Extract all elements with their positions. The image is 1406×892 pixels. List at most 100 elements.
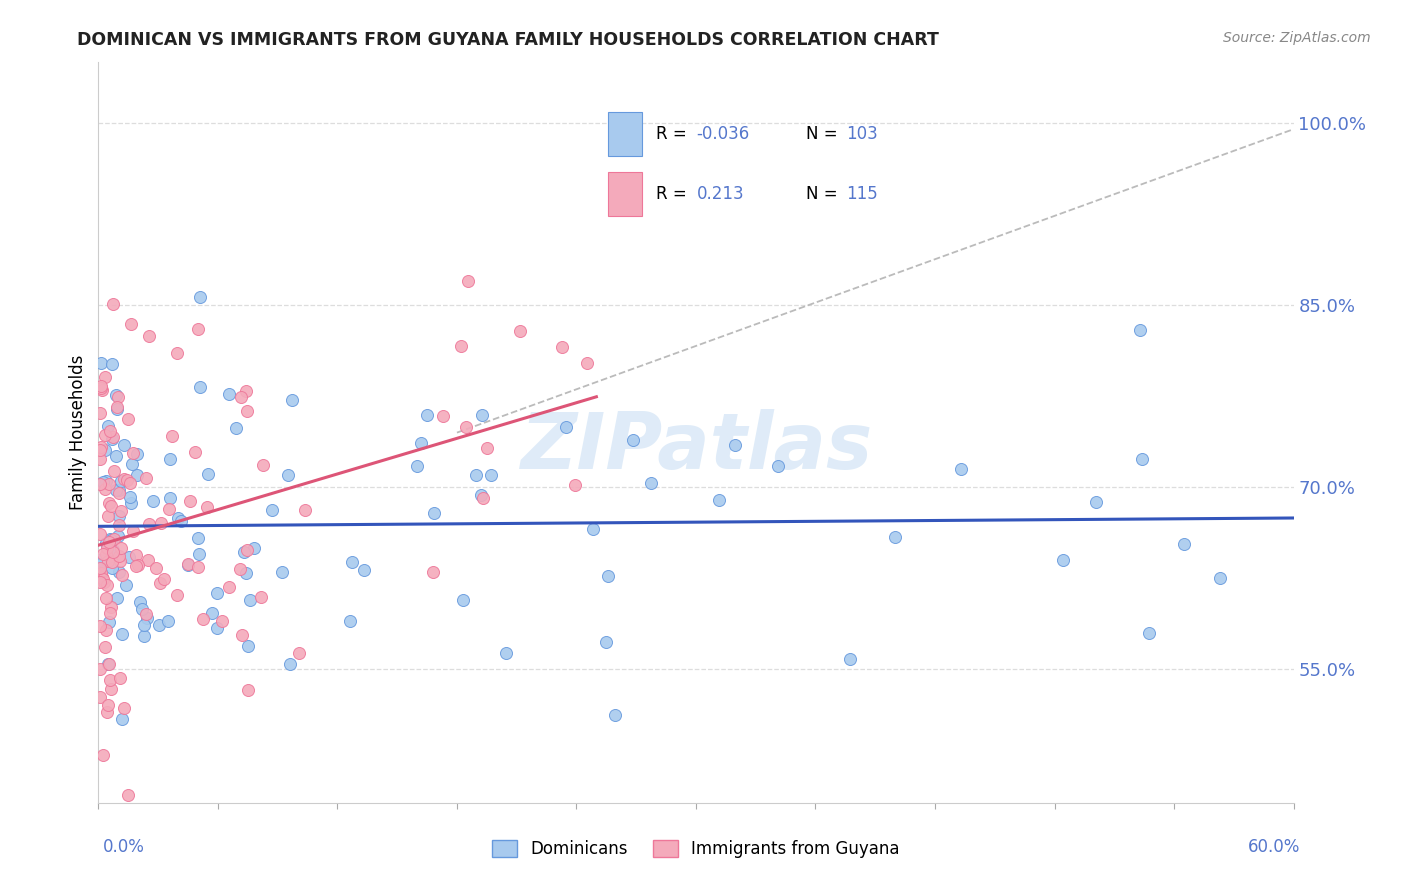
Point <box>138 329 160 343</box>
Point <box>766 458 789 473</box>
Point <box>1132 451 1154 466</box>
Point <box>101 561 124 575</box>
Point <box>142 494 165 508</box>
Point <box>105 483 128 497</box>
Point <box>183 445 205 459</box>
Text: ZIPatlas: ZIPatlas <box>520 409 872 485</box>
Point <box>231 628 253 642</box>
Point <box>1052 553 1074 567</box>
Point <box>90 379 112 393</box>
Point <box>105 591 128 606</box>
Point <box>456 419 478 434</box>
Point <box>105 400 128 414</box>
Point <box>353 562 375 576</box>
Point <box>603 707 626 722</box>
Point <box>621 434 644 448</box>
Point <box>101 555 124 569</box>
Point <box>260 503 283 517</box>
Y-axis label: Family Households: Family Households <box>69 355 87 510</box>
Point <box>596 569 619 583</box>
Point <box>101 545 124 559</box>
Point <box>197 467 219 481</box>
Point <box>111 568 134 582</box>
Point <box>97 509 120 524</box>
Point <box>103 430 125 444</box>
Point <box>108 483 131 497</box>
Point <box>91 572 114 586</box>
Point <box>96 591 118 605</box>
Point <box>470 488 492 502</box>
Text: 0.0%: 0.0% <box>103 838 145 855</box>
Point <box>108 509 131 524</box>
Point <box>640 475 662 490</box>
Point <box>97 698 120 712</box>
Point <box>145 560 167 574</box>
Point <box>477 441 499 455</box>
Point <box>105 388 128 402</box>
Point <box>90 566 112 581</box>
Point <box>115 578 138 592</box>
Point <box>107 529 129 543</box>
Point <box>235 404 257 418</box>
Point <box>128 595 150 609</box>
Point <box>94 370 117 384</box>
Point <box>93 428 115 442</box>
Point <box>450 339 472 353</box>
Point <box>97 419 120 434</box>
Point <box>103 532 125 546</box>
Point <box>160 429 183 443</box>
Point <box>100 533 122 548</box>
Point <box>90 569 112 583</box>
Point <box>89 552 111 566</box>
Point <box>90 440 112 454</box>
Point <box>108 671 131 685</box>
Point <box>97 615 120 629</box>
Point <box>950 461 973 475</box>
Point <box>148 576 170 591</box>
Point <box>101 432 124 446</box>
Point <box>551 340 574 354</box>
Point <box>278 657 301 671</box>
Point <box>89 442 111 457</box>
Point <box>125 548 148 562</box>
Point <box>136 611 159 625</box>
Point <box>157 502 180 516</box>
Point <box>110 474 132 488</box>
Point <box>112 438 135 452</box>
Point <box>94 547 117 561</box>
Point <box>187 321 209 335</box>
Point <box>205 621 228 635</box>
Point <box>177 558 200 572</box>
Point <box>432 409 454 423</box>
Text: DOMINICAN VS IMMIGRANTS FROM GUYANA FAMILY HOUSEHOLDS CORRELATION CHART: DOMINICAN VS IMMIGRANTS FROM GUYANA FAMI… <box>77 31 939 49</box>
Point <box>406 458 429 473</box>
Point <box>509 325 531 339</box>
Point <box>229 390 252 404</box>
Point <box>90 381 112 395</box>
Point <box>94 623 117 637</box>
Point <box>1173 537 1195 551</box>
Point <box>575 356 598 370</box>
Point <box>98 532 121 546</box>
Point <box>135 470 157 484</box>
Point <box>294 502 316 516</box>
Point <box>177 558 200 572</box>
Point <box>205 586 228 600</box>
Legend: Dominicans, Immigrants from Guyana: Dominicans, Immigrants from Guyana <box>485 833 907 865</box>
Point <box>93 574 115 589</box>
Point <box>98 673 121 688</box>
Point <box>238 683 260 698</box>
Point <box>120 496 142 510</box>
Point <box>117 411 139 425</box>
Point <box>451 592 474 607</box>
Point <box>416 408 439 422</box>
Point <box>96 541 118 555</box>
Point <box>166 346 188 360</box>
Point <box>242 541 264 555</box>
Point <box>107 549 129 564</box>
Point <box>188 290 211 304</box>
Point <box>218 386 240 401</box>
Point <box>120 318 142 332</box>
Point <box>110 541 132 555</box>
Point <box>89 557 111 571</box>
